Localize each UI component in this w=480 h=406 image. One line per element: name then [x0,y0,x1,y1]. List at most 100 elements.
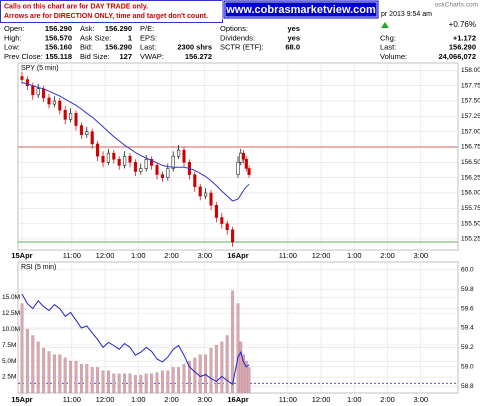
quote-value: 24,066,072 [438,52,476,61]
y-tick-label: 155.50 [461,220,480,227]
y-tick-label: 2.5M [2,374,16,381]
note-line: Arrows are for DIRECTION ONLY, time and … [4,13,208,20]
y-tick-label: 15.0M [2,294,20,301]
volume-bar [160,370,164,394]
x-tick-label: 2:00 [164,251,179,260]
candle-body [74,113,78,126]
x-tick-label: 12:00 [312,251,331,260]
x-tick-label: 2:00 [164,395,179,404]
candle-body [204,192,208,197]
volume-bar [52,354,56,394]
candle-body [193,174,197,188]
volume-bar [239,341,243,394]
quote-value: 1 [128,33,132,42]
volume-bar [209,348,213,394]
volume-bar [133,374,137,394]
candle-body [133,162,137,172]
y-tick-label: 10.0M [2,326,20,333]
volume-bar [214,344,218,394]
candle-body [236,162,240,175]
candle-body [150,159,154,166]
volume-bar [128,373,132,394]
candle-body [209,192,213,206]
candle-body [63,109,67,120]
quote-value: yes [287,24,300,33]
candle-body [171,155,175,169]
quote-label: Open: [4,24,24,33]
candle-body [220,217,224,224]
x-tick-label: 12:00 [96,251,115,260]
quote-value: 68.0 [285,43,300,52]
volume-bar [231,290,235,394]
x-tick-label: 15Apr [11,395,32,404]
note-line: Calls on this chart are for DAY TRADE on… [4,3,148,10]
candle-body [244,159,248,169]
quote-label: Bid Size: [80,52,110,61]
volume-bar [193,357,197,394]
volume-bar [58,354,62,394]
candle-body [25,79,29,86]
candle-body [144,159,148,169]
panels: 15Apr 11:00 12:00 1:00 2:00 3:00 16Apr 11:00 12:… [2,62,480,404]
candle-body [247,168,251,175]
candle-body [241,152,246,160]
candle-body [52,100,56,105]
x-tick-label: 11:00 [279,395,297,404]
series-line [21,293,250,386]
candle-body [106,152,110,163]
y-tick-label: 157.00 [461,128,480,135]
candle-body [31,85,35,96]
volume-bar [74,360,78,394]
quote-label: Prev Close: [4,52,43,61]
volume-bar [20,303,24,394]
panel-label: SPY (5 min) [21,65,59,72]
quote-value: 156.290 [45,24,72,33]
x-tick-label: 3:00 [197,251,212,260]
y-tick-label: 156.75 [461,144,480,151]
volume-bar [123,373,127,394]
y-tick-label: 60.0 [461,266,474,273]
quote-value: 156.272 [185,52,212,61]
x-tick-label: 1:00 [347,251,362,260]
volume-bar [244,360,248,394]
quote-value: +1.172 [453,33,476,42]
y-tick-label: 12.5M [2,310,20,317]
volume-bar [117,373,121,394]
panel-label: RSI (5 min) [21,264,56,271]
x-tick-label: 2:00 [380,395,395,404]
volume-bar [90,367,94,394]
volume-bar [69,360,73,394]
quote-value: 2300 shrs [177,43,212,52]
x-tick-label: 16Apr [227,251,248,260]
y-tick-label: 155.25 [461,236,480,243]
x-tick-label: 2:00 [380,251,395,260]
volume-bar [155,372,159,394]
quote-value: yes [287,33,300,42]
quote-label: Volume: [380,52,407,61]
quote-label: EPS: [140,33,157,42]
volume-bar [112,373,116,394]
quote-label: VWAP: [140,52,164,61]
y-tick-label: 156.50 [461,159,480,166]
volume-bar [166,370,170,394]
volume-bar [187,360,191,394]
volume-bar [144,373,148,394]
quote-label: Dividends: [220,33,255,42]
volume-bar [31,335,35,394]
candle-body [58,100,62,111]
y-tick-label: 59.0 [461,364,474,371]
quote-value: 156.290 [105,43,132,52]
candle-body [112,152,116,160]
y-tick-label: 5.0M [2,358,16,365]
candle-body [160,174,164,178]
y-tick-label: 157.25 [461,113,480,120]
candle-body [239,152,243,163]
site-box-inner [224,1,378,18]
quote-label: High: [4,33,22,42]
volume-bar [47,351,51,394]
volume-bar [204,354,208,394]
y-tick-label: 155.75 [461,205,480,212]
y-tick-label: 156.25 [461,174,480,181]
x-tick-label: 1:00 [131,251,146,260]
x-tick-label: 3:00 [413,251,428,260]
